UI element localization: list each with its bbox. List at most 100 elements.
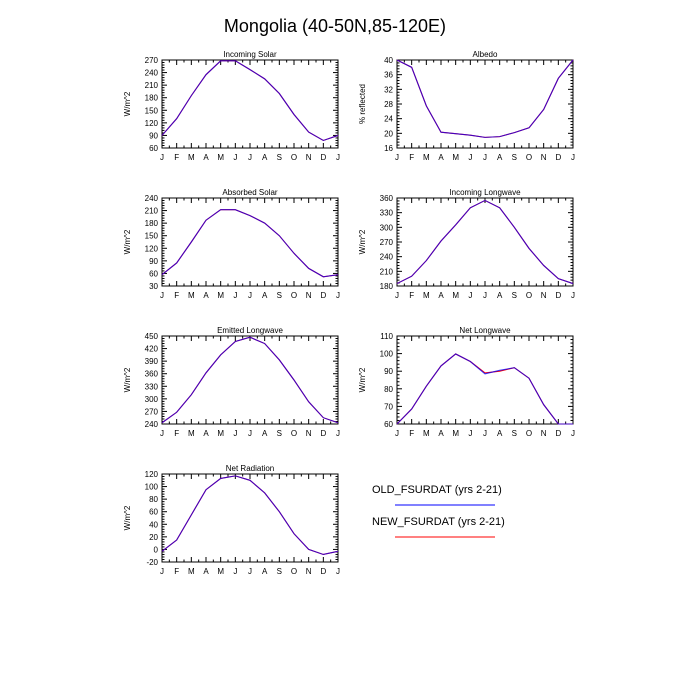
y-axis-label: W/m^2 — [123, 505, 132, 530]
x-tick-label: J — [233, 153, 237, 162]
x-tick-label: S — [277, 291, 282, 300]
x-tick-label: J — [336, 153, 340, 162]
x-tick-label: S — [512, 291, 517, 300]
panel-title: Net Radiation — [226, 464, 274, 473]
x-tick-label: M — [188, 291, 195, 300]
x-tick-label: D — [555, 429, 561, 438]
y-tick-label: 80 — [149, 495, 158, 504]
x-tick-label: J — [468, 291, 472, 300]
panel-title: Albedo — [473, 50, 498, 59]
series-line-new-fsurdat — [396, 199, 574, 285]
x-tick-label: D — [555, 153, 561, 162]
y-tick-label: 360 — [145, 370, 159, 379]
x-tick-label: J — [571, 429, 575, 438]
y-tick-label: 110 — [380, 332, 393, 341]
series-line-new-fsurdat — [161, 209, 339, 278]
x-tick-label: M — [188, 567, 195, 576]
x-tick-label: M — [217, 153, 224, 162]
y-tick-label: 450 — [145, 332, 159, 341]
x-tick-label: M — [452, 291, 459, 300]
y-tick-label: 360 — [380, 194, 394, 203]
x-tick-label: O — [291, 429, 297, 438]
x-tick-label: F — [409, 153, 414, 162]
y-axis-label: W/m^2 — [123, 91, 132, 116]
x-tick-label: D — [320, 291, 326, 300]
x-tick-label: M — [452, 153, 459, 162]
series-line-old-fsurdat — [396, 353, 573, 425]
y-tick-label: 20 — [149, 533, 158, 542]
x-tick-label: N — [541, 429, 547, 438]
x-tick-label: S — [512, 429, 517, 438]
y-tick-label: 270 — [145, 56, 159, 65]
x-tick-label: N — [306, 291, 312, 300]
x-tick-label: A — [203, 429, 209, 438]
y-tick-label: 100 — [380, 350, 394, 359]
y-tick-label: 240 — [145, 420, 159, 429]
y-tick-label: 120 — [145, 470, 159, 479]
x-tick-label: J — [571, 291, 575, 300]
x-tick-label: A — [438, 429, 444, 438]
x-tick-label: S — [277, 153, 282, 162]
y-tick-label: 60 — [149, 508, 158, 517]
y-tick-label: 210 — [145, 81, 159, 90]
legend-label-1: OLD_FSURDAT (yrs 2-21) — [372, 484, 502, 496]
x-tick-label: O — [291, 567, 297, 576]
y-tick-label: 240 — [145, 194, 159, 203]
x-tick-label: J — [483, 153, 487, 162]
panel-title: Absorbed Solar — [222, 188, 277, 197]
x-tick-label: S — [277, 567, 282, 576]
x-tick-label: J — [160, 429, 164, 438]
series-line-old-fsurdat — [161, 60, 339, 142]
x-tick-label: J — [468, 153, 472, 162]
y-tick-label: 300 — [145, 395, 159, 404]
x-tick-label: O — [291, 153, 297, 162]
x-tick-label: A — [262, 153, 268, 162]
x-tick-label: A — [438, 153, 444, 162]
x-tick-label: M — [423, 429, 430, 438]
x-tick-label: J — [160, 291, 164, 300]
x-tick-label: M — [188, 429, 195, 438]
x-tick-label: J — [336, 567, 340, 576]
x-tick-label: J — [336, 429, 340, 438]
x-tick-label: J — [395, 153, 399, 162]
y-tick-label: 240 — [145, 69, 159, 78]
x-tick-label: N — [306, 567, 312, 576]
y-tick-label: 90 — [149, 257, 158, 266]
y-axis-label: % reflected — [358, 84, 367, 124]
x-tick-label: F — [174, 429, 179, 438]
x-tick-label: O — [526, 153, 532, 162]
y-tick-label: 60 — [384, 420, 393, 429]
x-tick-label: F — [174, 153, 179, 162]
y-tick-label: 330 — [380, 209, 394, 218]
x-tick-label: A — [203, 567, 209, 576]
y-axis-label: W/m^2 — [358, 367, 367, 392]
x-tick-label: F — [409, 429, 414, 438]
y-tick-label: 60 — [149, 269, 158, 278]
x-tick-label: A — [497, 291, 503, 300]
y-tick-label: 36 — [384, 71, 393, 80]
x-tick-label: A — [438, 291, 444, 300]
y-tick-label: 90 — [384, 367, 393, 376]
y-axis-label: W/m^2 — [358, 229, 367, 254]
y-tick-label: 40 — [384, 56, 393, 65]
x-tick-label: J — [233, 567, 237, 576]
x-tick-label: N — [306, 153, 312, 162]
x-tick-label: J — [571, 153, 575, 162]
y-tick-label: 270 — [380, 238, 394, 247]
y-tick-label: 330 — [145, 382, 159, 391]
series-line-old-fsurdat — [396, 199, 574, 285]
x-tick-label: M — [217, 567, 224, 576]
x-tick-label: F — [409, 291, 414, 300]
plot-frame — [161, 473, 339, 563]
y-tick-label: 30 — [149, 282, 158, 291]
y-tick-label: 70 — [384, 402, 393, 411]
x-tick-label: J — [395, 429, 399, 438]
y-tick-label: 300 — [380, 223, 394, 232]
y-tick-label: 40 — [149, 520, 158, 529]
x-tick-label: A — [262, 291, 268, 300]
